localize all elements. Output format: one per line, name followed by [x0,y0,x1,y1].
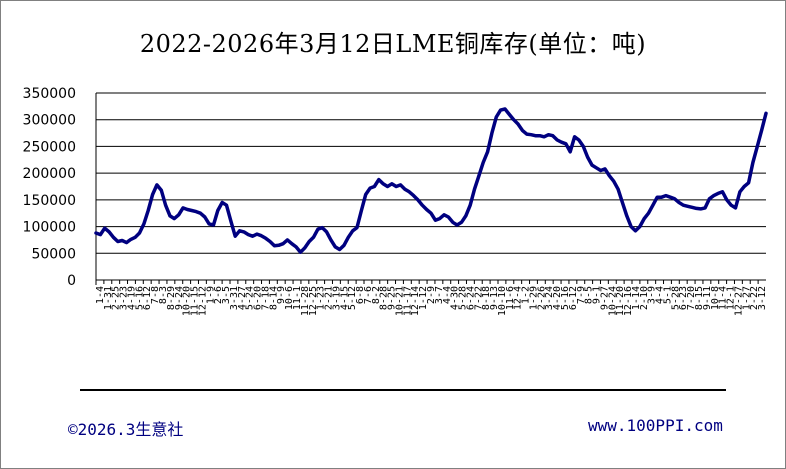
x-tick-label: 8-2 [371,286,382,304]
x-tick-label: 8-15 [694,286,705,310]
x-tick-label: 10-6 [284,286,295,310]
x-tick-label: 9-24 [174,286,185,310]
x-tick-label: 5-12 [347,286,358,310]
x-tick-label: 7-20 [686,286,697,310]
x-tick-label: 3-5 [221,286,232,304]
x-tick-label: 3-23 [119,286,130,310]
x-tick-label: 6-20 [253,286,264,310]
x-tick-label: 4-4 [655,286,666,304]
x-tick-label: 11-17 [402,286,413,316]
x-tick-label: 4-30 [450,286,461,310]
x-tick-label: 5-24 [245,286,256,310]
x-tick-label: 12-14 [410,286,421,316]
x-tick-label: 4-4 [442,286,453,304]
x-tick-label: 11-28 [300,286,311,316]
x-tick-label: 2-21 [324,286,335,310]
x-tick-label: 1-4 [95,286,106,304]
x-tick-label: 1-12 [418,286,429,310]
x-tick-label: 3-12 [757,286,768,310]
footer-divider [80,389,726,391]
x-tick-label: 7-6 [363,286,374,304]
x-tick-label: 7-9 [576,286,587,304]
x-tick-label: 1-9 [205,286,216,304]
x-tick-label: 3-19 [331,286,342,310]
x-tick-label: 5-16 [134,286,145,310]
x-tick-label: 9-11 [702,286,713,310]
x-tick-label: 3-9 [647,286,658,304]
x-tick-label: 5-28 [670,286,681,310]
x-tick-label: 11-1 [292,286,303,310]
x-tick-label: 12-1 [726,286,737,310]
x-tick-label: 4-20 [552,286,563,310]
x-tick-label: 5-1 [662,286,673,304]
x-tick-label: 4-15 [339,286,350,310]
x-tick-label: 11-4 [718,286,729,310]
x-tick-label: 2-26 [536,286,547,310]
x-tick-label: 2-6 [213,286,224,304]
x-tick-label: 2-22 [749,286,760,310]
x-tick-label: 8-3 [158,286,169,304]
x-tick-label: 10-24 [607,286,618,316]
x-tick-label: 8-18 [481,286,492,310]
x-tick-label: 9-9 [276,286,287,304]
y-tick-label: 150000 [23,193,76,209]
x-tick-label: 11-15 [190,286,201,316]
y-tick-label: 350000 [23,86,76,102]
y-tick-label: 200000 [23,166,76,182]
x-tick-label: 9-1 [592,286,603,304]
x-tick-label: 4-27 [237,286,248,310]
x-tick-label: 5-28 [458,286,469,310]
x-tick-label: 12-25 [308,286,319,316]
x-tick-label: 9-27 [599,286,610,310]
x-tick-label: 3-31 [229,286,240,310]
x-tick-label: 11-20 [615,286,626,316]
x-tick-label: 12-12 [197,286,208,316]
x-tick-label: 1-27 [741,286,752,310]
website-link[interactable]: www.100PPI.com [588,416,723,435]
x-tick-label: 2-10 [639,286,650,310]
y-tick-label: 250000 [23,139,76,155]
x-tick-label: 8-14 [268,286,279,310]
y-tick-label: 50000 [31,246,76,262]
x-tick-label: 1-29 [528,286,539,310]
x-tick-label: 6-12 [568,286,579,310]
x-tick-label: 8-5 [584,286,595,304]
y-tick-label: 0 [67,273,76,289]
x-tick-label: 7-18 [260,286,271,310]
x-tick-label: 5-16 [560,286,571,310]
x-tick-label: 10-10 [497,286,508,316]
x-tick-label: 1-2 [521,286,532,304]
x-tick-label: 10-21 [394,286,405,316]
x-tick-label: 6-8 [355,286,366,304]
x-tick-label: 2-9 [426,286,437,304]
x-tick-label: 8-29 [166,286,177,310]
x-tick-label: 9-13 [489,286,500,310]
x-tick-label: 10-8 [710,286,721,310]
x-tick-label: 6-24 [465,286,476,310]
x-tick-label: 9-25 [387,286,398,310]
chart-title: 2022-2026年3月12日LME铜库存(单位：吨) [139,30,647,58]
x-tick-label: 3-24 [544,286,555,310]
series-line [94,107,768,254]
x-tick-label: 2-25 [111,286,122,310]
y-tick-label: 100000 [23,220,76,236]
x-tick-label: 7-8 [150,286,161,304]
x-tick-label: 1-23 [316,286,327,310]
y-tick-label: 300000 [23,113,76,129]
x-tick-label: 10-20 [182,286,193,316]
x-tick-label: 7-22 [473,286,484,310]
x-tick-label: 1-14 [631,286,642,310]
copyright-text: ©2026.3生意社 [68,420,184,439]
x-tick-label: 1-31 [103,286,114,310]
x-tick-label: 12-4 [513,286,524,310]
x-tick-label: 4-19 [126,286,137,310]
x-tick-label: 12-27 [733,286,744,316]
x-tick-label: 11-6 [505,286,516,310]
x-tick-label: 12-16 [623,286,634,316]
x-tick-label: 3-7 [434,286,445,304]
x-tick-label: 8-28 [379,286,390,310]
x-tick-label: 6-12 [142,286,153,310]
x-tick-label: 6-23 [678,286,689,310]
